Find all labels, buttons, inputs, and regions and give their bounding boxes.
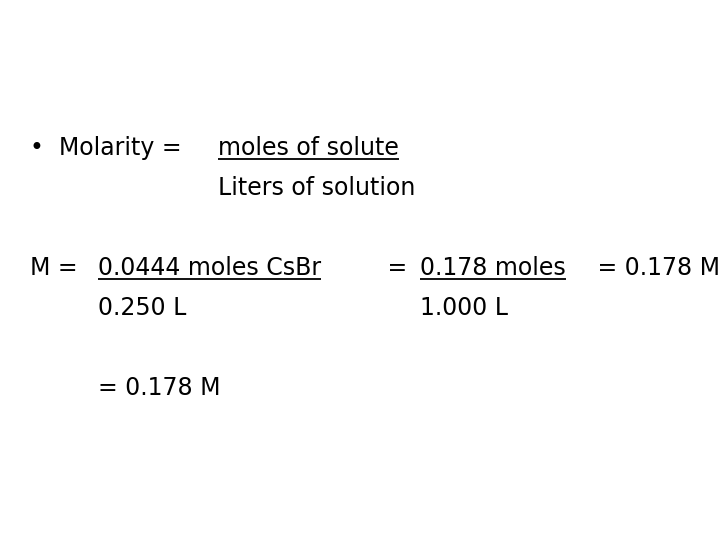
Text: M =: M = — [30, 256, 85, 280]
Text: = 0.178 M: = 0.178 M — [98, 376, 220, 400]
Text: 0.250 L: 0.250 L — [98, 296, 186, 320]
Text: 0.0444 moles CsBr: 0.0444 moles CsBr — [98, 256, 321, 280]
Text: •  Molarity =: • Molarity = — [30, 136, 189, 160]
Text: moles of solute: moles of solute — [218, 136, 399, 160]
Text: =: = — [380, 256, 415, 280]
Text: = 0.178 M: = 0.178 M — [590, 256, 720, 280]
Text: 1.000 L: 1.000 L — [420, 296, 508, 320]
Text: 0.178 moles: 0.178 moles — [420, 256, 566, 280]
Text: Liters of solution: Liters of solution — [218, 176, 415, 200]
